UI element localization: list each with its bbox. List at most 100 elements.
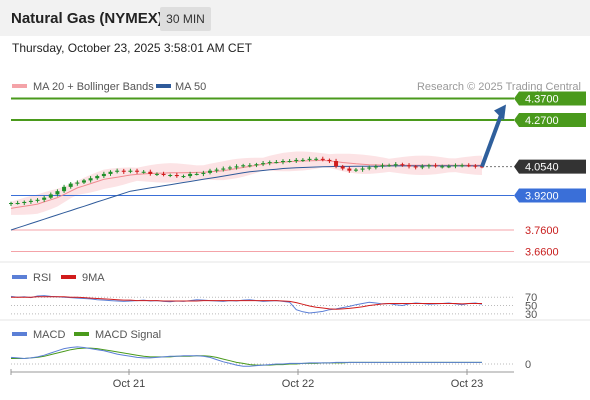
candle-body xyxy=(280,160,285,163)
macd-panel: 0 xyxy=(10,346,531,371)
candle-body xyxy=(426,165,431,167)
candle-body xyxy=(274,162,279,164)
level-tag-resistance xyxy=(514,113,586,128)
x-axis: Oct 21 Oct 22 Oct 23 xyxy=(10,369,483,390)
candle-body xyxy=(294,159,299,161)
key-levels: 4.3700 4.2700 4.0540 3.9200 3.7600 3.6600 xyxy=(11,91,586,259)
candle-body xyxy=(22,201,27,204)
candle-body xyxy=(407,165,412,167)
level-label: 3.7600 xyxy=(525,225,559,237)
candle-body xyxy=(241,165,246,167)
candle-body xyxy=(347,168,352,171)
level-tag-current xyxy=(514,159,586,174)
projection-arrow xyxy=(480,104,506,168)
moving-averages xyxy=(10,159,482,231)
candle-body xyxy=(446,166,451,168)
level-label: 4.3700 xyxy=(525,93,559,105)
candle-body xyxy=(234,166,239,168)
candle-body xyxy=(168,175,173,176)
legend-signal-swatch xyxy=(74,332,89,336)
candle-body xyxy=(227,167,232,169)
macd-zero-label: 0 xyxy=(525,359,531,371)
candle-body xyxy=(393,164,398,166)
candle-body xyxy=(473,165,478,167)
candle-body xyxy=(340,166,345,169)
candle-body xyxy=(68,183,73,187)
candle-body xyxy=(115,170,120,172)
candle-body xyxy=(327,159,332,161)
candle-body xyxy=(400,164,405,166)
chart-header: Natural Gas (NYMEX) 30 MIN xyxy=(0,0,590,36)
candle-body xyxy=(81,180,86,183)
bollinger-band-area xyxy=(11,151,482,215)
candle-body xyxy=(307,158,312,160)
candle-body xyxy=(141,171,146,173)
candle-body xyxy=(466,165,471,167)
candle-body xyxy=(161,173,166,175)
legend-9ma-swatch xyxy=(61,275,76,279)
x-tick-label: Oct 22 xyxy=(282,378,314,390)
candle-body xyxy=(380,165,385,167)
candle-body xyxy=(480,166,484,168)
candle-body xyxy=(208,170,213,173)
bollinger-bands xyxy=(11,151,482,215)
level-tag-resistance xyxy=(514,91,586,106)
ma20-line xyxy=(10,159,482,209)
level-tag-support xyxy=(514,188,586,203)
rsi-line xyxy=(10,295,483,314)
candle-body xyxy=(188,173,193,177)
candle-body xyxy=(314,158,319,160)
x-tick-label: Oct 23 xyxy=(451,378,483,390)
arrow-head xyxy=(494,104,506,121)
candle-body xyxy=(154,173,159,175)
legend-9ma-label: 9MA xyxy=(82,272,105,284)
interval-badge[interactable]: 30 MIN xyxy=(160,7,211,31)
legend-ma50-swatch xyxy=(156,84,171,88)
candle-body xyxy=(128,170,133,172)
candle-body xyxy=(88,178,93,181)
candle-body xyxy=(55,191,60,195)
candle-body xyxy=(15,203,20,205)
rsi-level-label: 50 xyxy=(525,301,537,313)
candle-body xyxy=(101,173,106,177)
candle-body xyxy=(440,166,445,168)
candle-body xyxy=(221,168,226,170)
macd-line xyxy=(10,346,482,367)
candle-body xyxy=(420,166,425,168)
candle-body xyxy=(353,169,358,171)
candle-body xyxy=(181,176,186,178)
candle-body xyxy=(148,171,153,174)
candle-body xyxy=(247,165,252,167)
candle-body xyxy=(48,194,53,198)
legend-bollinger-swatch xyxy=(12,84,27,88)
candle-body xyxy=(261,163,266,165)
candle-body xyxy=(413,166,418,168)
candle-body xyxy=(320,158,325,160)
arrow-shaft xyxy=(480,111,504,168)
candle-body xyxy=(201,172,206,174)
candle-body xyxy=(214,169,219,171)
rsi-9ma-line xyxy=(11,296,482,310)
candle-body xyxy=(9,203,13,205)
legend-signal-label: MACD Signal xyxy=(95,329,161,341)
candle-body xyxy=(254,164,259,166)
legend-ma50-label: MA 50 xyxy=(175,81,206,93)
instrument-title: Natural Gas (NYMEX) xyxy=(11,10,163,27)
level-label: 4.0540 xyxy=(525,162,559,174)
candle-body xyxy=(360,168,365,170)
candle-body xyxy=(35,199,40,201)
candle-body xyxy=(460,165,465,167)
candle-body xyxy=(75,182,80,184)
x-tick-label: Oct 21 xyxy=(113,378,145,390)
candle-body xyxy=(194,173,199,175)
candle-body xyxy=(95,176,100,179)
source-credit: Research © 2025 Trading Central xyxy=(417,81,581,93)
rsi-level-label: 30 xyxy=(525,309,537,321)
candle-body xyxy=(373,166,378,168)
level-label: 4.2700 xyxy=(525,115,559,127)
candle-body xyxy=(300,159,305,161)
candle-body xyxy=(28,200,33,202)
candle-body xyxy=(135,170,140,172)
